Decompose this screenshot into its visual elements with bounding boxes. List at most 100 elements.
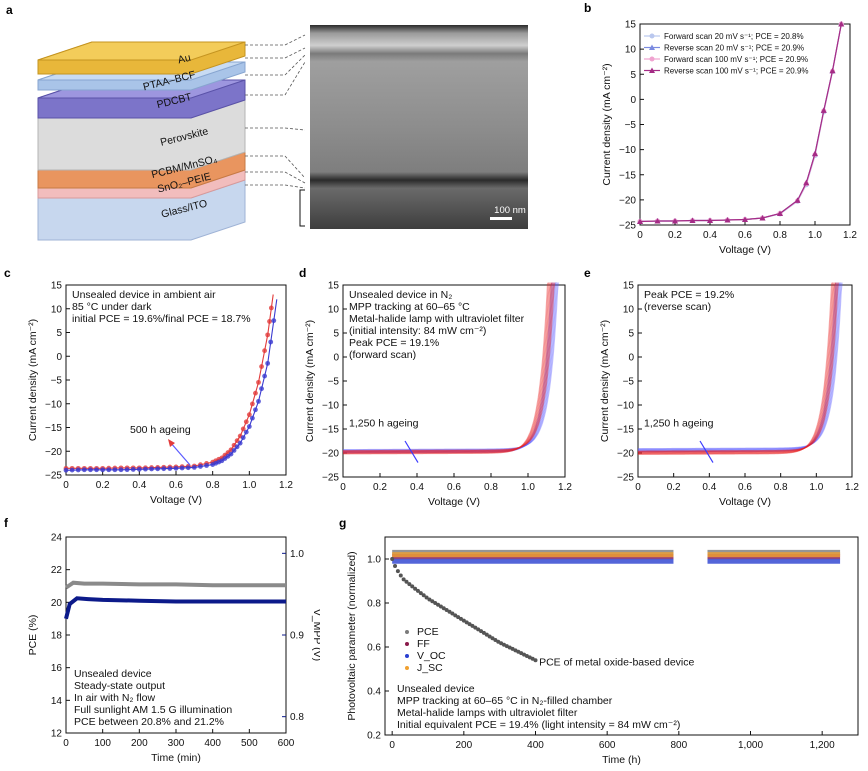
data-point	[430, 599, 435, 604]
series-line	[343, 282, 553, 454]
data-point	[829, 67, 836, 74]
data-point	[672, 217, 678, 224]
y-tick-label: 18	[51, 631, 63, 642]
data-point	[240, 435, 246, 441]
series-line	[343, 282, 549, 455]
data-point	[262, 348, 268, 354]
data-point	[243, 419, 249, 425]
data-point	[476, 627, 481, 632]
chart-g: 0 200 400 600 800 1,000 1,200 0.2 0.4 0.6 0.8 1.0 Ti…	[339, 516, 859, 766]
data-point	[820, 107, 827, 113]
x-tick-label: 0.2	[96, 480, 110, 491]
data-point	[447, 609, 452, 614]
data-point	[453, 613, 458, 618]
annotation-note: Full sunlight AM 1.5 G illumination	[74, 704, 232, 716]
data-point	[268, 339, 274, 345]
annotation-note: PCE between 20.8% and 21.2%	[74, 716, 224, 728]
layer-stack: Au PTAA–BCF PDCBT Perovskite PCBM/MnSO₄ …	[37, 41, 246, 241]
x-tick-label: 0.6	[169, 480, 183, 491]
series-line	[638, 282, 837, 453]
data-point	[433, 601, 438, 605]
x-axis-label: Time (h)	[602, 754, 641, 766]
series-line	[639, 23, 842, 223]
annotation-note: Metal-halide lamps with ultraviolet filt…	[397, 707, 578, 719]
panel-label: b	[584, 1, 591, 15]
y-tick-label: −10	[45, 399, 62, 410]
y-tick-label: 0.2	[367, 731, 381, 742]
y-axis-label: Current density (mA cm⁻²)	[27, 319, 39, 441]
series-line	[343, 282, 553, 453]
series-line	[638, 282, 840, 452]
y-tick-label: −10	[617, 401, 634, 412]
x-tick-label: 600	[278, 738, 295, 749]
y-tick-label: 0.8	[367, 599, 381, 610]
data-point	[100, 467, 106, 473]
data-point	[654, 217, 661, 224]
x-tick-label: 0.4	[702, 482, 716, 493]
series-line	[638, 282, 841, 451]
data-point	[467, 622, 472, 627]
data-point	[185, 465, 191, 471]
series-line	[343, 282, 549, 455]
x-tick-label: 0.8	[774, 482, 788, 493]
series-line	[638, 282, 840, 452]
legend-marker	[405, 642, 409, 646]
ageing-arrow	[699, 440, 714, 463]
data-point	[262, 373, 268, 379]
series-line	[638, 282, 841, 451]
data-point	[253, 407, 258, 413]
x-axis-label: Voltage (V)	[150, 494, 202, 506]
data-point	[407, 582, 412, 587]
x-tick-label: 100	[94, 738, 111, 749]
data-point	[458, 616, 463, 621]
data-point	[450, 611, 455, 616]
annotation-note: 85 °C under dark	[72, 301, 152, 313]
data-point	[438, 604, 443, 609]
data-point	[759, 214, 766, 221]
arrow-label: 1,250 h ageing	[644, 418, 714, 430]
x-axis-label: Voltage (V)	[719, 496, 771, 508]
x-tick-label: 0	[635, 482, 641, 493]
series-line	[638, 282, 839, 452]
panel-label-a: a	[6, 3, 13, 17]
y-tick-label: −20	[45, 447, 62, 458]
annotation-note: MPP tracking at 60–65 °C in N₂-filled ch…	[397, 695, 613, 707]
legend-entry: Reverse scan 100 mV s⁻¹; PCE = 20.9%	[664, 67, 809, 76]
x-tick-label: 0.2	[667, 482, 681, 493]
y-tick-label: −5	[625, 120, 637, 131]
data-point	[436, 602, 441, 607]
y-tick-label: −15	[322, 425, 339, 436]
legend-marker	[405, 666, 409, 670]
series-line	[638, 282, 837, 453]
data-point	[271, 318, 277, 324]
y-tick-label: 16	[51, 663, 63, 674]
y-tick-label: 0	[628, 353, 634, 364]
series-line	[639, 23, 842, 223]
annotation-note: (initial intensity: 84 mW cm⁻²)	[349, 325, 486, 337]
x-tick-label: 0.6	[738, 482, 752, 493]
x-tick-label: 1.0	[242, 480, 256, 491]
data-point	[246, 412, 252, 418]
series-line	[638, 282, 836, 454]
data-point	[118, 467, 124, 473]
y2-tick-label: 0.8	[290, 712, 304, 723]
y-tick-label: 5	[628, 329, 634, 340]
data-point	[395, 569, 400, 574]
data-point	[794, 197, 801, 203]
annotation-note: Initial equivalent PCE = 19.4% (light in…	[397, 719, 680, 731]
series-line	[343, 282, 557, 452]
y-tick-label: −15	[45, 423, 62, 434]
y-tick-label: 5	[630, 70, 636, 81]
legend-entry: J_SC	[417, 662, 443, 674]
x-tick-label: 1.0	[521, 482, 535, 493]
y-tick-label: 12	[51, 729, 63, 740]
data-point	[259, 386, 264, 392]
connector-lines	[245, 34, 306, 189]
y-axis-label: PCE (%)	[27, 615, 39, 656]
x-tick-label: 0	[389, 740, 395, 751]
data-point	[256, 398, 261, 404]
data-point	[246, 424, 252, 429]
y-tick-label: −20	[619, 195, 636, 206]
y-tick-label: −5	[623, 377, 635, 388]
x-tick-label: 1.0	[809, 482, 823, 493]
